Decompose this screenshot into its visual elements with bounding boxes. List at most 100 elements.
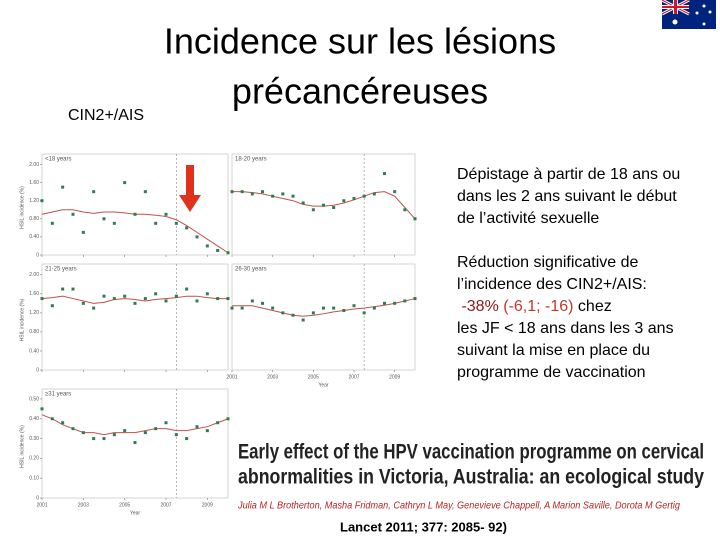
data-point — [71, 212, 75, 216]
data-point — [112, 297, 116, 301]
panel-label: 26-30 years — [235, 267, 267, 273]
data-point — [250, 192, 254, 196]
text-line: l’incidence des CIN2+/AIS: — [457, 276, 647, 293]
data-point — [342, 199, 346, 203]
article-title: Early effect of the HPV vaccination prog… — [238, 441, 704, 464]
data-point — [81, 230, 85, 234]
data-point — [71, 427, 75, 431]
data-point — [226, 417, 230, 421]
data-point — [301, 201, 305, 205]
data-point — [393, 190, 397, 194]
data-point — [40, 297, 44, 301]
data-point — [216, 248, 220, 252]
data-point — [50, 417, 54, 421]
data-point — [123, 294, 127, 298]
data-point — [133, 212, 137, 216]
y-tick-label: 0.80 — [29, 216, 39, 222]
data-point — [143, 431, 147, 435]
data-point — [362, 311, 366, 315]
data-point — [332, 206, 336, 209]
data-point — [61, 287, 65, 291]
y-tick-label: 0.40 — [29, 348, 39, 354]
data-point — [352, 304, 356, 308]
y-tick-label: 0.80 — [29, 329, 39, 335]
panel-label: 21-25 years — [45, 267, 77, 273]
citation: Lancet 2011; 377: 2085- 92) — [340, 519, 507, 534]
data-point — [102, 217, 106, 221]
data-point — [261, 190, 264, 194]
article-title: abnormalities in Victoria, Australia: an… — [238, 466, 704, 489]
x-tick-label: 2007 — [348, 374, 359, 380]
data-point — [164, 299, 168, 303]
data-point — [154, 292, 158, 296]
data-point — [92, 190, 96, 194]
panel-frame — [41, 388, 229, 499]
text-line: programme de vaccination — [457, 364, 646, 381]
figure: <18 years 0 0.40 0.80 1.20 1.60 2.00 HSIL incid… — [19, 153, 417, 516]
arrow — [179, 165, 201, 212]
data-point — [61, 185, 65, 189]
data-point — [61, 421, 65, 425]
text-line: dans les 2 ans suivant le début — [457, 188, 677, 205]
panel-frame — [41, 263, 229, 371]
data-point — [393, 301, 397, 305]
y-axis-title: HSIL incidence (%) — [19, 298, 25, 341]
data-point — [271, 194, 275, 198]
x-tick-label: 2009 — [389, 374, 400, 380]
data-point — [81, 301, 85, 305]
y-tick-label: 0 — [36, 367, 39, 373]
y-tick-label: 0.40 — [29, 416, 39, 422]
data-point — [291, 313, 295, 317]
data-point — [185, 226, 189, 230]
title: Incidence sur les lésions — [164, 21, 556, 62]
data-point — [403, 299, 407, 303]
text-line: Réduction significative de — [457, 254, 639, 271]
x-tick-label: 2005 — [119, 502, 130, 508]
data-point — [102, 294, 106, 298]
y-tick-label: 0.40 — [29, 234, 39, 240]
data-point — [230, 190, 234, 194]
y-tick-label: 0 — [36, 495, 39, 501]
x-tick-label: 2007 — [160, 502, 171, 508]
trend-line — [232, 298, 416, 317]
data-point — [174, 294, 178, 298]
data-point — [301, 318, 305, 322]
text-line: les JF < 18 ans dans les 3 ans — [457, 320, 674, 337]
text-segment: (-6,1; -16) — [499, 298, 574, 315]
title: précancéreuses — [232, 71, 488, 112]
data-point — [174, 433, 178, 437]
data-point — [372, 306, 376, 310]
data-point — [50, 221, 54, 225]
data-point — [154, 427, 158, 431]
text-line: de l’activité sexuelle — [457, 210, 599, 227]
subtitle: CIN2+/AIS — [68, 107, 144, 124]
data-point — [205, 429, 209, 433]
data-point — [322, 306, 325, 310]
data-point — [352, 196, 356, 200]
text-blocks: Dépistage à partir de 18 ans ou dans les … — [457, 166, 680, 381]
trend-line — [41, 295, 228, 304]
data-point — [216, 297, 220, 301]
x-tick-label: 2009 — [202, 502, 213, 508]
data-point — [185, 287, 189, 291]
y-tick-label: 1.60 — [29, 180, 39, 186]
data-point — [281, 192, 285, 196]
data-point — [102, 437, 106, 441]
panel-label: <18 years — [45, 157, 72, 163]
x-tick-label: 2001 — [36, 502, 47, 508]
text-segment: chez — [573, 298, 611, 315]
data-point — [362, 194, 366, 198]
data-point — [240, 190, 244, 194]
data-point — [413, 217, 417, 221]
data-point — [216, 421, 220, 425]
data-point — [112, 433, 116, 437]
y-tick-label: 2.00 — [29, 272, 39, 278]
panel-frame — [231, 263, 416, 371]
data-point — [133, 441, 137, 445]
trend-line — [41, 414, 229, 436]
data-point — [311, 208, 315, 212]
data-point — [195, 235, 199, 239]
panel-frame — [41, 153, 229, 256]
data-point — [164, 212, 168, 216]
